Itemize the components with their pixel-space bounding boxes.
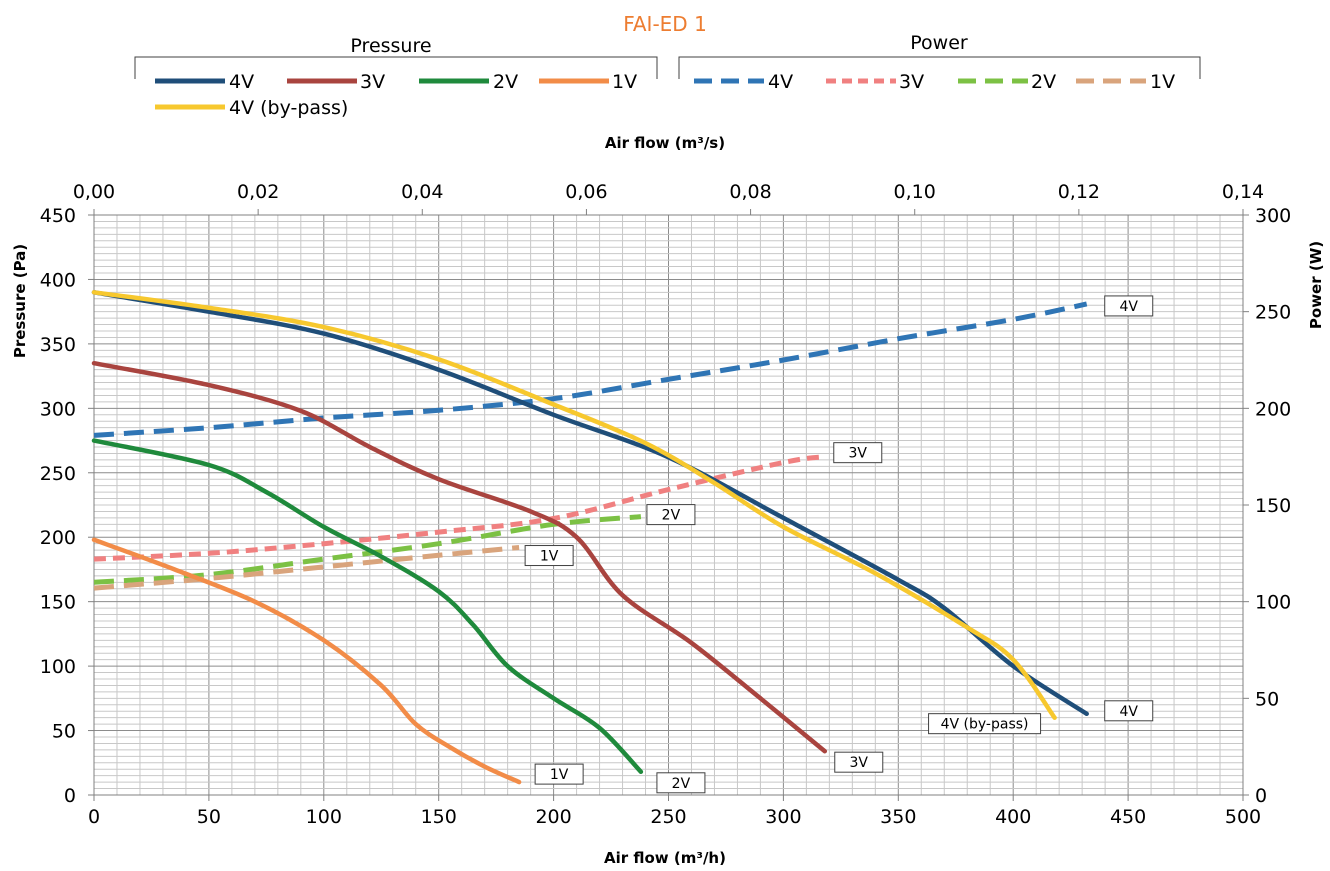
chart-title: FAI-ED 1 xyxy=(623,12,707,36)
left-y-tick-label: 450 xyxy=(40,205,76,227)
top-x-tick-label: 0,04 xyxy=(401,181,443,203)
right-y-tick-label: 250 xyxy=(1255,302,1291,324)
left-y-tick-label: 300 xyxy=(40,398,76,420)
legend-label-pressure-3v: 3V xyxy=(360,71,385,93)
callout-label-power-1v: 1V xyxy=(540,549,559,565)
callout-label-pressure-2v: 2V xyxy=(672,776,691,792)
callout-label-power-4v: 4V xyxy=(1119,299,1138,315)
top-x-tick-label: 0,02 xyxy=(237,181,279,203)
right-y-tick-label: 150 xyxy=(1255,495,1291,517)
callout-label-pressure-4v: 4V xyxy=(1119,704,1138,720)
left-y-tick-label: 250 xyxy=(40,463,76,485)
data-series xyxy=(91,290,1089,785)
callout-box-power-2v xyxy=(646,504,696,526)
left-y-tick-label: 350 xyxy=(40,334,76,356)
left-y-tick-label: 0 xyxy=(64,785,76,807)
x-tick-label: 0 xyxy=(88,806,100,828)
right-y-tick-label: 100 xyxy=(1255,592,1291,614)
top-x-tick-label: 0,10 xyxy=(894,181,936,203)
legend-label-power-3v: 3V xyxy=(899,71,924,93)
right-y-axis-title: Power (W) xyxy=(1307,241,1325,329)
top-x-axis-title: Air flow (m³/s) xyxy=(605,134,725,152)
top-x-tick-label: 0,06 xyxy=(565,181,607,203)
callout-box-pressure-1v xyxy=(534,763,584,785)
left-y-tick-label: 100 xyxy=(40,656,76,678)
top-x-tick-label: 0,12 xyxy=(1058,181,1100,203)
left-y-tick-label: 150 xyxy=(40,592,76,614)
pressure-curve-3v xyxy=(91,360,828,754)
callout-box-power-1v xyxy=(524,545,574,567)
x-tick-label: 450 xyxy=(1110,806,1146,828)
power-curve-1v xyxy=(93,545,520,591)
legend-label-power-1v: 1V xyxy=(1150,71,1175,93)
callout-label-pressure-1v: 1V xyxy=(550,767,569,783)
series-callouts: 4V 3V 2V 1V 4V (by-pass) 4V 3V 2V 1V xyxy=(524,295,1154,794)
x-axis-title: Air flow (m³/h) xyxy=(604,849,726,867)
right-y-tick-label: 0 xyxy=(1255,785,1267,807)
legend-label-power-2v: 2V xyxy=(1031,71,1056,93)
power-legend-title: Power xyxy=(910,32,968,54)
pressure-curve-1v xyxy=(91,537,522,785)
legend-label-power-4v: 4V xyxy=(768,71,793,93)
left-y-axis-title: Pressure (Pa) xyxy=(11,244,29,358)
callout-box-power-4v xyxy=(1104,295,1154,317)
pressure-legend-bracket xyxy=(134,56,658,79)
top-x-tick-label: 0,00 xyxy=(73,181,115,203)
pressure-curve-4v xyxy=(91,290,1089,717)
x-tick-label: 100 xyxy=(306,806,342,828)
power-legend-bracket xyxy=(678,56,1201,79)
left-y-tick-label: 400 xyxy=(40,269,76,291)
right-y-tick-label: 200 xyxy=(1255,398,1291,420)
x-tick-label: 350 xyxy=(880,806,916,828)
legend-label-pressure-4v: 4V xyxy=(229,71,254,93)
callout-label-power-2v: 2V xyxy=(662,508,681,524)
left-y-tick-label: 50 xyxy=(52,721,76,743)
pressure-legend-title: Pressure xyxy=(350,35,431,57)
callout-label-pressure-3v: 3V xyxy=(850,755,869,771)
x-tick-label: 300 xyxy=(765,806,801,828)
callout-box-pressure-2v xyxy=(656,772,706,794)
power-curve-4v xyxy=(93,301,1088,438)
x-tick-label: 150 xyxy=(421,806,457,828)
right-y-tick-label: 50 xyxy=(1255,688,1279,710)
pressure-curve-4v-by-pass xyxy=(91,290,1057,720)
left-y-tick-label: 200 xyxy=(40,527,76,549)
x-tick-label: 400 xyxy=(995,806,1031,828)
callout-label-pressure-4v-bypass: 4V (by-pass) xyxy=(941,717,1029,733)
top-x-tick-label: 0,08 xyxy=(729,181,771,203)
legend-label-pressure-2v: 2V xyxy=(493,71,518,93)
callout-box-pressure-4v-bypass xyxy=(928,713,1042,735)
x-tick-label: 200 xyxy=(535,806,571,828)
legend-label-pressure-4v-bypass: 4V (by-pass) xyxy=(229,97,348,119)
callout-box-pressure-4v xyxy=(1104,700,1154,722)
top-x-tick-label: 0,14 xyxy=(1222,181,1264,203)
pressure-curve-2v xyxy=(91,438,644,775)
right-y-tick-label: 300 xyxy=(1255,205,1291,227)
callout-box-pressure-3v xyxy=(834,751,884,773)
power-curve-3v xyxy=(93,454,826,562)
x-tick-label: 500 xyxy=(1225,806,1261,828)
legend: Pressure Power 4V 3V 2V 1V 4V (by-pass) … xyxy=(134,32,1201,119)
legend-label-pressure-1v: 1V xyxy=(612,71,637,93)
x-tick-label: 50 xyxy=(197,806,221,828)
x-tick-label: 250 xyxy=(650,806,686,828)
callout-box-power-3v xyxy=(833,442,883,464)
callout-label-power-3v: 3V xyxy=(849,446,868,462)
